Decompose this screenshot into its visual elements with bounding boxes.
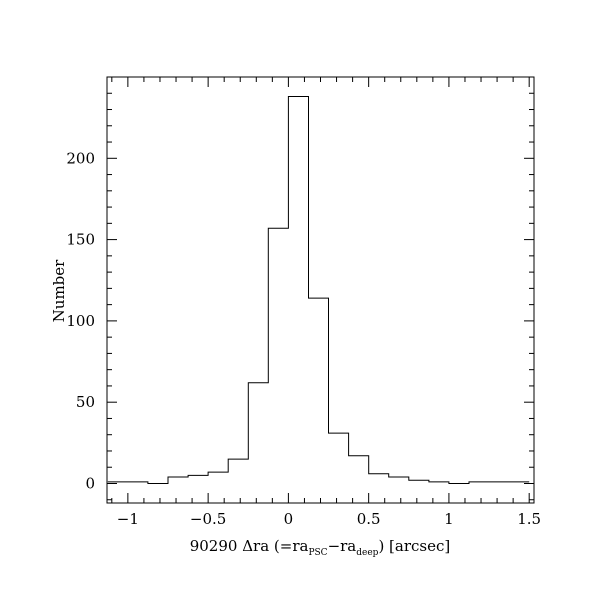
axis-ticks: [107, 76, 534, 503]
x-label-mid: −ra: [328, 537, 357, 555]
y-tick-label: 50: [76, 393, 95, 411]
y-tick-label: 150: [66, 231, 95, 249]
histogram-steps: [107, 96, 530, 484]
y-tick-label: 100: [66, 312, 95, 330]
x-axis-label: 90290 Δra (=raPSC−radeep) [arcsec]: [190, 537, 451, 558]
x-label-sub-deep: deep: [356, 548, 378, 558]
x-tick-label: −1: [117, 510, 139, 528]
y-tick-label: 200: [66, 149, 95, 167]
y-tick-label: 0: [85, 474, 95, 492]
plot-frame: [106, 76, 535, 504]
y-axis-label: Number: [50, 259, 68, 322]
x-tick-label: 0.5: [357, 510, 381, 528]
x-label-sub-psc: PSC: [308, 548, 327, 558]
tick-labels: −1 −0.5 0 0.5 1 1.5 0 50 100 150 200: [66, 149, 541, 528]
x-tick-label: 1: [444, 510, 454, 528]
x-tick-label: 1.5: [517, 510, 541, 528]
x-tick-label: 0: [284, 510, 294, 528]
x-label-prefix: 90290 Δra (=ra: [190, 537, 309, 555]
x-tick-label: −0.5: [190, 510, 226, 528]
x-label-suffix: ) [arcsec]: [378, 537, 450, 555]
